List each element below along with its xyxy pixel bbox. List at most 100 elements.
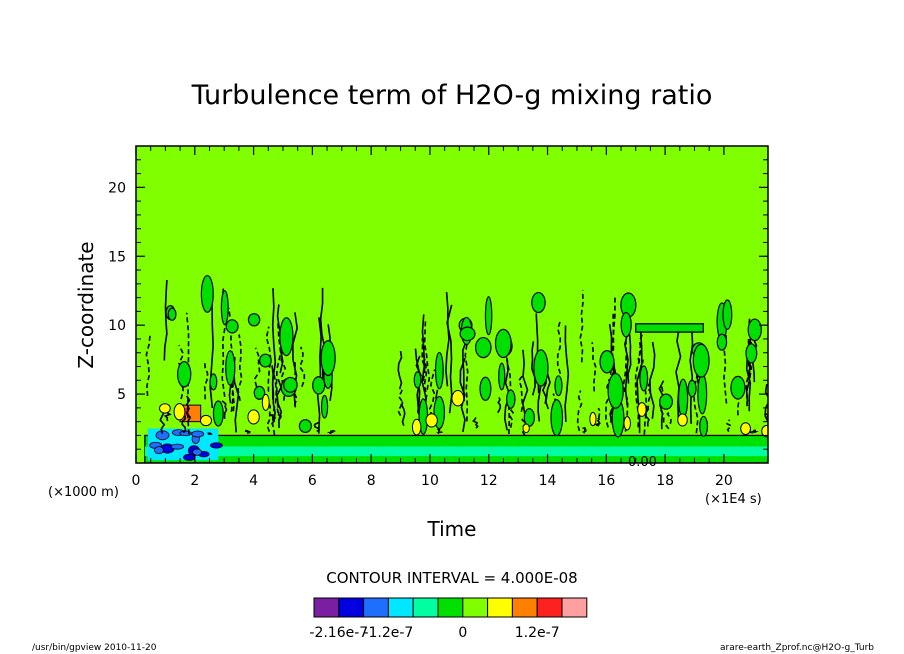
footer-right: arare-earth_Zprof.nc@H2O-g_Turb [720, 643, 874, 653]
contour-line [237, 334, 243, 402]
positive-blob [173, 403, 186, 421]
positive-blob [677, 413, 688, 427]
contour-field [144, 274, 768, 463]
contour-line [649, 341, 656, 419]
negative-blob [154, 446, 164, 455]
contour-line [689, 328, 694, 424]
colorbar-swatch [412, 597, 439, 618]
negative-blob [183, 453, 196, 461]
x-tick-label: 2 [190, 473, 199, 489]
contour-line [163, 279, 168, 361]
colorbar-swatch [363, 597, 389, 618]
contour-line [401, 401, 406, 426]
negative-blob [554, 375, 563, 397]
x-tick-label: 20 [715, 473, 733, 489]
colorbar-swatch [338, 597, 365, 618]
colorbar-swatch [511, 597, 538, 618]
plot-frame [135, 145, 769, 464]
positive-blob [247, 409, 260, 425]
negative-blob [320, 339, 336, 377]
contour-line [326, 429, 337, 435]
contour-line [627, 326, 632, 384]
colorbar-labels: -2.16e-7-1.2e-7 0 1.2e-7 [309, 625, 559, 641]
colorbar-swatch [462, 597, 489, 618]
negative-blob [209, 373, 218, 391]
contour-line [745, 327, 752, 412]
contour-line [634, 346, 641, 428]
contour-line [397, 386, 404, 416]
positive-blob [522, 423, 530, 434]
contour-line [181, 415, 187, 434]
x-tick-label: 10 [421, 473, 439, 489]
contour-line [221, 400, 228, 419]
negative-blob [531, 291, 546, 314]
positive-core [183, 408, 190, 417]
contour-line [726, 419, 733, 432]
x-tick-label: 18 [656, 473, 674, 489]
surface-layer-negative [144, 446, 768, 457]
chart-title: Turbulence term of H2O-g mixing ratio [191, 80, 713, 111]
positive-blob [425, 413, 438, 428]
contour-line [675, 325, 682, 418]
negative-blob [716, 333, 728, 351]
colorbar-swatch [536, 597, 563, 618]
contour-line [313, 421, 321, 433]
negative-blob [259, 353, 272, 368]
colorbar-label: 0 [458, 625, 467, 641]
negative-blob [722, 299, 733, 330]
negative-blob [533, 349, 549, 387]
negative-blob [687, 379, 697, 398]
contour-line [221, 285, 227, 397]
negative-blob [599, 350, 615, 374]
contour-line [579, 290, 584, 363]
contour-line [564, 325, 570, 423]
x-unit-label: (×1E4 s) [705, 492, 762, 507]
contour-line [445, 292, 450, 387]
positive-blob [637, 402, 647, 417]
colorbar-swatch [313, 597, 340, 618]
negative-blob [225, 350, 236, 386]
contour-line [751, 429, 759, 434]
negative-blob [620, 311, 632, 338]
x-tick-label: 16 [597, 473, 615, 489]
negative-blob [192, 448, 203, 456]
negative-blob [479, 376, 492, 401]
positive-blob [159, 403, 171, 414]
contour-line [459, 357, 466, 433]
contour-line [397, 350, 403, 390]
contour-line [580, 426, 588, 434]
negative-blob [747, 318, 762, 342]
colorbar-label: -1.2e-7 [363, 625, 413, 641]
x-axis-label: Time [427, 517, 477, 541]
colorbar-swatch [487, 597, 513, 618]
positive-blob [761, 424, 768, 438]
y-axis-label: Z-coordinate [74, 241, 98, 368]
contour-line [472, 417, 479, 429]
negative-blob [298, 419, 312, 433]
contour-line [428, 369, 436, 418]
contour-line [591, 342, 597, 392]
contour-line [271, 370, 278, 436]
contour-line [597, 407, 602, 427]
positive-blob [261, 393, 270, 411]
negative-blob [212, 400, 224, 427]
contour-line [316, 317, 322, 434]
x-tick-label: 8 [367, 473, 376, 489]
negative-blob [200, 274, 214, 313]
y-tick-label: 15 [108, 249, 126, 265]
contour-line [509, 404, 515, 428]
negative-blob [283, 376, 298, 393]
negative-blob [209, 442, 223, 449]
negative-blob [170, 443, 185, 450]
y-tick-label: 10 [108, 318, 126, 334]
negative-blob [484, 296, 493, 336]
negative-blob [279, 317, 294, 357]
footer-left: /usr/bin/gpview 2010-11-20 [32, 643, 157, 653]
contour-line [665, 410, 672, 430]
x-tick-label: 6 [308, 473, 317, 489]
contour-line [763, 410, 768, 424]
x-axis-ticks: 0 2 4 6 8 10 12 14 16 18 20 [132, 146, 733, 489]
contour-line [748, 431, 754, 434]
negative-blob [155, 430, 170, 441]
